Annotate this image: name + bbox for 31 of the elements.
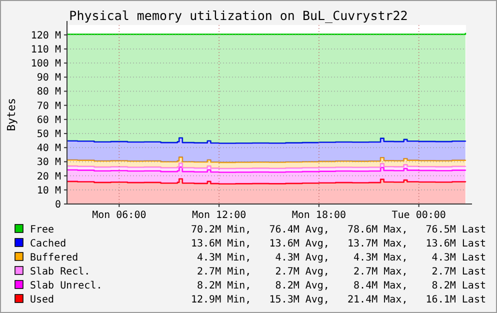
y-tick-label: 80 M bbox=[36, 86, 61, 98]
y-tick-label: 60 M bbox=[36, 114, 61, 126]
x-tick-label: Tue 00:00 bbox=[392, 210, 446, 221]
y-tick-label: 20 M bbox=[36, 171, 61, 182]
y-tick-label: 10 M bbox=[36, 185, 61, 196]
legend-label: Buffered bbox=[30, 252, 78, 264]
legend-label: Slab Unrecl. bbox=[30, 280, 102, 292]
y-tick-label: 50 M bbox=[36, 129, 61, 140]
legend-label: Slab Recl. bbox=[30, 266, 90, 278]
legend-label: Free bbox=[30, 224, 54, 236]
legend-label: Used bbox=[30, 294, 54, 306]
text: 13.6M Min, 13.6M Avg, 13.7M Max, 13.6M Last bbox=[190, 238, 486, 250]
x-tick-label: Mon 06:00 bbox=[92, 210, 146, 221]
y-tick-label: 30 M bbox=[36, 157, 61, 168]
y-axis-title: Bytes bbox=[5, 98, 18, 132]
text: 2.7M Min, 2.7M Avg, 2.7M Max, 2.7M Last bbox=[190, 266, 486, 278]
x-tick-label: Mon 12:00 bbox=[192, 210, 246, 221]
x-tick-label: Mon 18:00 bbox=[292, 210, 346, 221]
y-tick-label: 90 M bbox=[36, 72, 61, 84]
text: 70.2M Min, 76.4M Avg, 78.6M Max, 76.5M Last bbox=[190, 224, 486, 236]
y-tick-label: 0 bbox=[54, 200, 61, 210]
text: 12.9M Min, 15.3M Avg, 21.4M Max, 16.1M Last bbox=[190, 294, 486, 306]
y-tick-label: 70 M bbox=[36, 100, 61, 112]
chart-title: Physical memory utilization on BuL_Cuvrystr22 bbox=[69, 8, 408, 23]
y-tick-label: 120 M bbox=[30, 30, 61, 42]
text: 8.2M Min, 8.2M Avg, 8.4M Max, 8.2M Last bbox=[190, 280, 486, 292]
y-tick-label: 100 M bbox=[30, 58, 61, 70]
y-tick-label: 40 M bbox=[36, 143, 61, 154]
legend-label: Cached bbox=[30, 238, 66, 250]
text: 4.3M Min, 4.3M Avg, 4.3M Max, 4.3M Last bbox=[190, 252, 486, 264]
y-tick-label: 110 M bbox=[30, 44, 61, 56]
